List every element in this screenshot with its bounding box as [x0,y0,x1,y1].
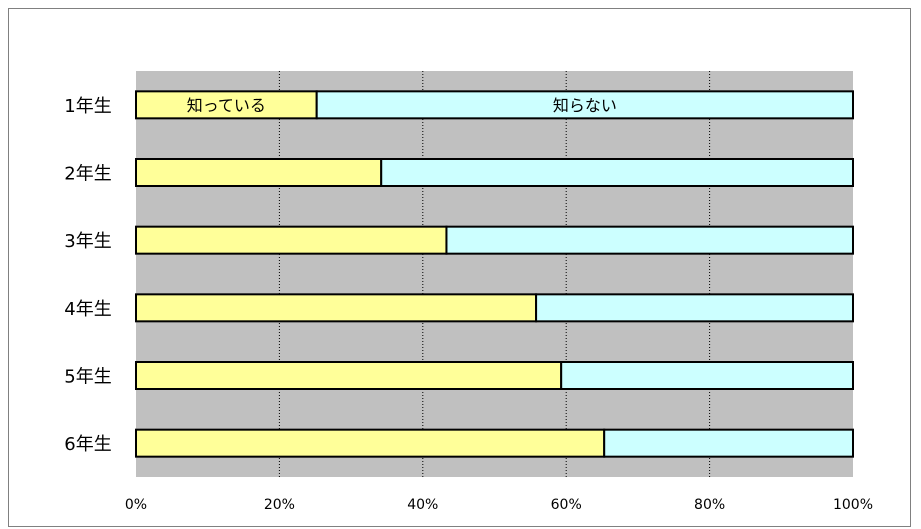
bar-segment [135,158,383,187]
category-label: 6年生 [64,434,111,455]
category-label: 4年生 [64,299,111,320]
bar-segment [445,225,854,255]
x-tick-label: 80% [694,497,725,513]
bar-segment [315,90,854,120]
category-label: 2年生 [64,164,111,185]
category-labels: 1年生 2年生 3年生 4年生 5年生 6年生 [64,96,111,455]
bar-segment [535,293,854,323]
category-label: 5年生 [64,367,111,388]
category-label: 1年生 [64,96,111,117]
bars: 知っている 知らない [135,90,855,458]
bar-segment [560,361,855,390]
x-tick-label: 60% [551,497,582,513]
bar-segment [380,158,854,187]
x-tick-label: 20% [264,497,295,513]
plot-area [136,71,853,477]
bar-segment [603,428,854,458]
segment-label: 知っている [187,96,266,115]
x-tick-labels: 0% 20% 40% 60% 80% 100% [125,497,873,513]
segment-label: 知らない [553,96,617,115]
bar-segment [135,428,606,458]
x-tick-label: 0% [125,497,147,513]
bar-segment [135,361,563,390]
bar-segment [135,225,448,255]
category-label: 3年生 [64,231,111,252]
x-tick-label: 40% [407,497,438,513]
bar-segment [135,293,538,323]
x-tick-label: 100% [833,497,873,513]
bar-segment [135,90,318,120]
